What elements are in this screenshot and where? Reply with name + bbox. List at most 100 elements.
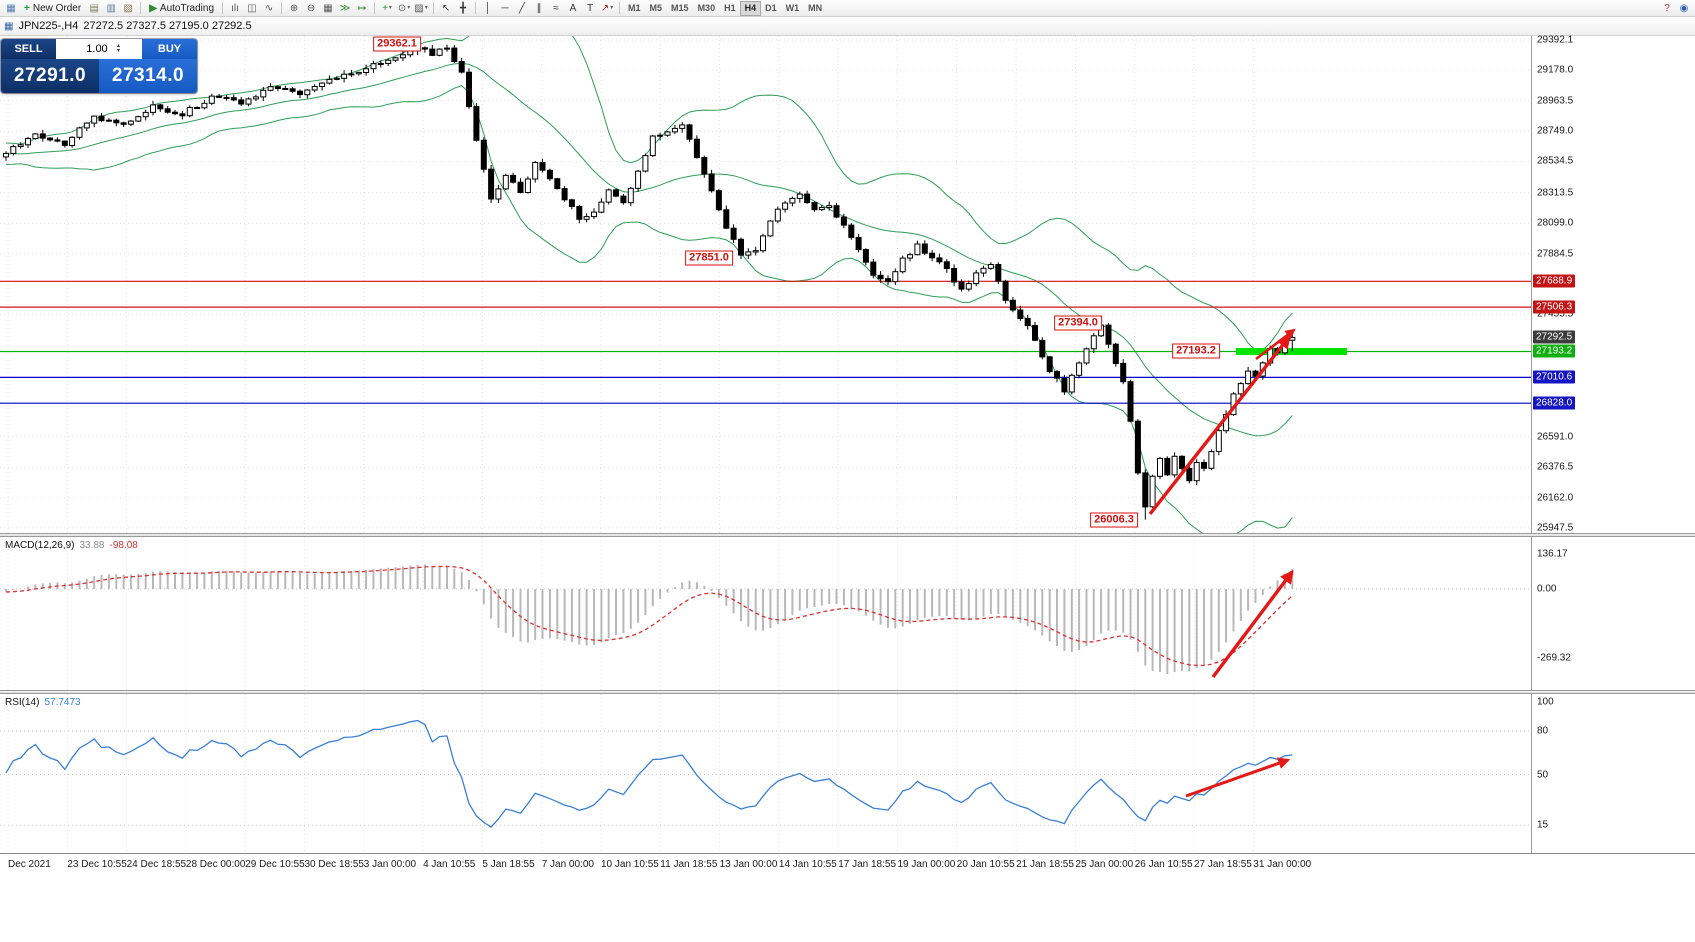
- macd-canvas[interactable]: [0, 537, 1695, 690]
- text-icon[interactable]: A: [569, 2, 577, 14]
- trend-arrow[interactable]: [1185, 757, 1291, 798]
- volume-up-icon[interactable]: ▴: [116, 43, 120, 49]
- toolbar-separator: [433, 2, 435, 14]
- community-icon[interactable]: ◉: [1679, 2, 1689, 14]
- price-badge: 27688.9: [1533, 274, 1576, 288]
- fibonacci-icon[interactable]: ≈: [553, 2, 559, 14]
- price-callout: 27193.2: [1172, 343, 1220, 359]
- rsi-line: [5, 719, 1293, 828]
- price-tick-label: 28099.0: [1537, 217, 1574, 229]
- price-tick-label: 26162.0: [1537, 492, 1574, 504]
- arrows-tool-icon-caret[interactable]: ▾: [610, 4, 614, 11]
- price-badge: 27010.6: [1533, 370, 1576, 384]
- top-toolbar: ▦ + New Order ▤ ▥ ▧ ▶ AutoTrading ılı ◫ ∿ ⊕ ⊖ ▦ ≫ ↦ + ▾ ⊙ ▾…: [0, 0, 1695, 17]
- volume-down-icon[interactable]: ▾: [116, 48, 120, 54]
- timeframe-h4[interactable]: H4: [739, 0, 762, 16]
- trend-arrow[interactable]: [1255, 328, 1296, 361]
- time-label: 29 Dec 10:55: [245, 859, 305, 870]
- toolbar-separator: [619, 2, 621, 14]
- autotrading-button[interactable]: ▶ AutoTrading: [145, 1, 218, 16]
- chart-title-bar: ▦ JPN225-,H4 27272.5 27327.5 27195.0 272…: [0, 17, 1695, 36]
- trendline-icon[interactable]: ╱: [519, 2, 526, 14]
- price-badge: 26828.0: [1533, 396, 1576, 410]
- macd-signal-value: -98.08: [109, 540, 138, 551]
- rsi-axis[interactable]: 100 80 50 15: [1532, 694, 1695, 853]
- time-label: 20 Jan 10:55: [956, 859, 1015, 870]
- timeframe-m1[interactable]: M1: [628, 2, 641, 13]
- indicators-icon-caret[interactable]: ▾: [388, 4, 392, 11]
- templates-icon[interactable]: ▨ ▾: [414, 2, 428, 14]
- price-chart-panel[interactable]: 29392.1 29178.0 28963.5 28749.0 28534.5 28313…: [0, 35, 1695, 534]
- volume-input[interactable]: [77, 42, 116, 56]
- cursor-icon[interactable]: ↖: [441, 2, 451, 14]
- rsi-canvas[interactable]: [0, 694, 1695, 853]
- equidistant-channel-icon[interactable]: ∥: [536, 2, 542, 14]
- chart-title-symbol: JPN225-,H4: [18, 20, 79, 32]
- chart-shift-icon[interactable]: ↦: [357, 2, 367, 14]
- help-icon[interactable]: ?: [1664, 2, 1670, 14]
- rsi-name: RSI(14): [5, 697, 40, 708]
- periods-icon-caret[interactable]: ▾: [407, 4, 411, 11]
- timeframe-w1[interactable]: W1: [785, 2, 800, 13]
- text-label-icon[interactable]: T: [586, 2, 594, 14]
- panel-splitter[interactable]: [0, 690, 1695, 694]
- new-order-button-icon: +: [24, 2, 30, 14]
- trend-arrow[interactable]: [1211, 569, 1294, 679]
- indicators-icon[interactable]: + ▾: [382, 2, 392, 14]
- timeframe-m15[interactable]: M15: [671, 2, 689, 13]
- timeframe-d1[interactable]: D1: [765, 2, 777, 13]
- bollinger-bands: [5, 36, 1293, 533]
- time-label: 10 Jan 10:55: [601, 859, 659, 870]
- new-chart-icon[interactable]: ▦: [6, 2, 16, 14]
- bar-chart-icon[interactable]: ılı: [231, 2, 239, 14]
- arrows-tool-icon[interactable]: ↗ ▾: [600, 2, 614, 14]
- buy-price[interactable]: 27314.0: [99, 59, 197, 93]
- price-axis[interactable]: 29392.1 29178.0 28963.5 28749.0 28534.5 28313…: [1532, 35, 1695, 534]
- toolbar-separator: [374, 2, 376, 14]
- time-label: 13 Jan 00:00: [719, 859, 778, 870]
- toolbar-separator: [222, 2, 224, 14]
- candles: [3, 44, 1296, 520]
- periods-icon[interactable]: ⊙ ▾: [397, 2, 411, 14]
- sell-button[interactable]: SELL: [1, 39, 56, 59]
- zoom-in-icon[interactable]: ⊕: [289, 2, 299, 14]
- new-order-button[interactable]: + New Order: [20, 1, 85, 16]
- templates-icon-caret[interactable]: ▾: [424, 4, 428, 11]
- chart-profiles-icon[interactable]: ▤: [89, 2, 99, 14]
- buy-button[interactable]: BUY: [142, 39, 197, 59]
- time-axis[interactable]: Dec 2021 23 Dec 10:55 24 Dec 18:55 28 Dec 0…: [0, 853, 1695, 876]
- timeframe-m5[interactable]: M5: [649, 2, 663, 13]
- grid: [7, 694, 1254, 853]
- zoom-out-icon[interactable]: ⊖: [306, 2, 316, 14]
- navigator-icon[interactable]: ▧: [123, 2, 133, 14]
- sell-price[interactable]: 27291.0: [1, 59, 99, 93]
- macd-panel[interactable]: MACD(12,26,9) 33.88 -98.08 136.17 0.00 -26…: [0, 537, 1695, 690]
- candlestick-chart-icon[interactable]: ◫: [247, 2, 257, 14]
- price-tick-label: 25947.5: [1537, 522, 1574, 534]
- market-watch-icon[interactable]: ▥: [106, 2, 116, 14]
- line-chart-icon[interactable]: ∿: [264, 2, 274, 14]
- horizontal-line-icon[interactable]: ─: [501, 2, 509, 14]
- price-tick-label: 28749.0: [1537, 125, 1574, 137]
- timeframe-mn[interactable]: MN: [808, 2, 823, 13]
- price-tick-label: 28963.5: [1537, 95, 1574, 107]
- price-chart-canvas[interactable]: [0, 36, 1695, 533]
- vertical-line-icon[interactable]: │: [484, 2, 492, 14]
- trend-arrow[interactable]: [1148, 334, 1291, 516]
- rsi-panel[interactable]: RSI(14) 57.7473 100 80 50 15: [0, 694, 1695, 853]
- price-callout: 29362.1: [373, 36, 421, 52]
- rsi-axis-label: 50: [1537, 769, 1549, 780]
- panel-splitter[interactable]: [0, 533, 1695, 537]
- rsi-axis-label: 15: [1537, 819, 1549, 831]
- macd-axis[interactable]: 136.17 0.00 -269.32: [1532, 537, 1695, 690]
- macd-axis-label: 0.00: [1537, 583, 1557, 595]
- crosshair-icon[interactable]: ╋: [460, 2, 467, 14]
- rsi-axis-label: 100: [1537, 696, 1554, 708]
- auto-scroll-icon[interactable]: ≫: [339, 2, 351, 14]
- timeframe-h1[interactable]: H1: [724, 2, 736, 13]
- volume-stepper[interactable]: ▴ ▾: [56, 39, 142, 59]
- time-label: 11 Jan 18:55: [660, 859, 718, 870]
- macd-title: MACD(12,26,9) 33.88 -98.08: [5, 540, 138, 551]
- timeframe-m30[interactable]: M30: [697, 2, 716, 13]
- tile-windows-icon[interactable]: ▦: [323, 2, 333, 14]
